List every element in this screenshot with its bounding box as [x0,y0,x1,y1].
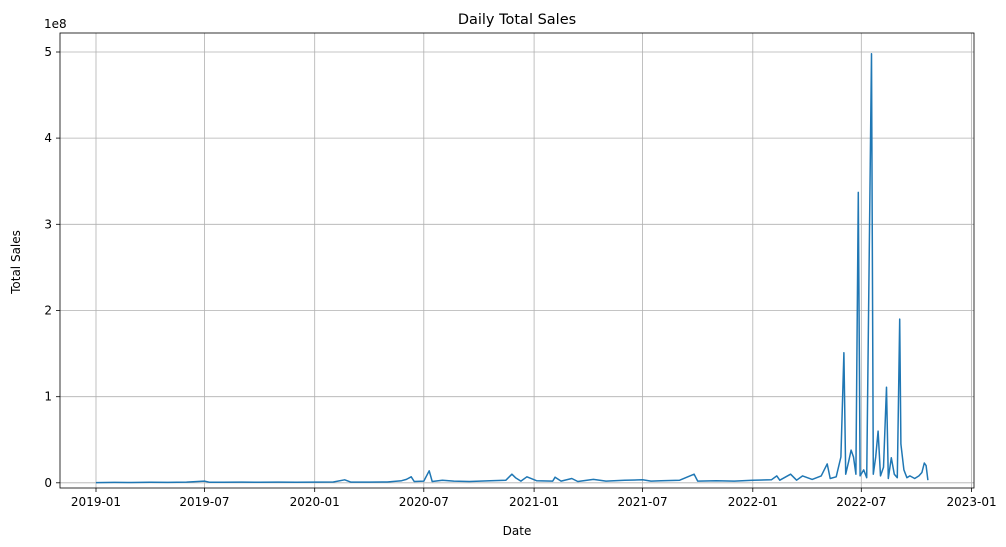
chart-title: Daily Total Sales [458,12,576,28]
x-gridlines [95,33,972,488]
x-tick-label-6: 2022-01 [728,495,778,509]
y-tick-label-2: 2 [44,304,52,318]
y-tick-label-4: 4 [44,131,52,145]
plot-frame [59,32,975,489]
x-tick-label-5: 2021-07 [618,495,668,509]
x-axis-title: Date [503,524,532,538]
y-gridlines [60,51,974,484]
y-tick-label-0: 0 [44,476,52,490]
y-offset-label: 1e8 [44,17,67,31]
total-sales-line [95,52,929,484]
x-tick-label-4: 2021-01 [509,495,559,509]
x-axis-ticks: 2019-01 2019-07 2020-01 2020-07 2021-01 2021-… [71,488,997,509]
y-axis-title: Total Sales [9,230,23,295]
x-tick-label-8: 2023-01 [947,495,997,509]
y-tick-label-5: 5 [44,45,52,59]
x-tick-label-2: 2020-01 [290,495,340,509]
x-tick-label-0: 2019-01 [71,495,121,509]
x-tick-label-7: 2022-07 [836,495,886,509]
y-tick-label-1: 1 [44,390,52,404]
y-tick-label-3: 3 [44,217,52,231]
y-axis-ticks: 0 1 2 3 4 5 [44,45,60,490]
x-tick-label-3: 2020-07 [399,495,449,509]
x-tick-label-1: 2019-07 [179,495,229,509]
